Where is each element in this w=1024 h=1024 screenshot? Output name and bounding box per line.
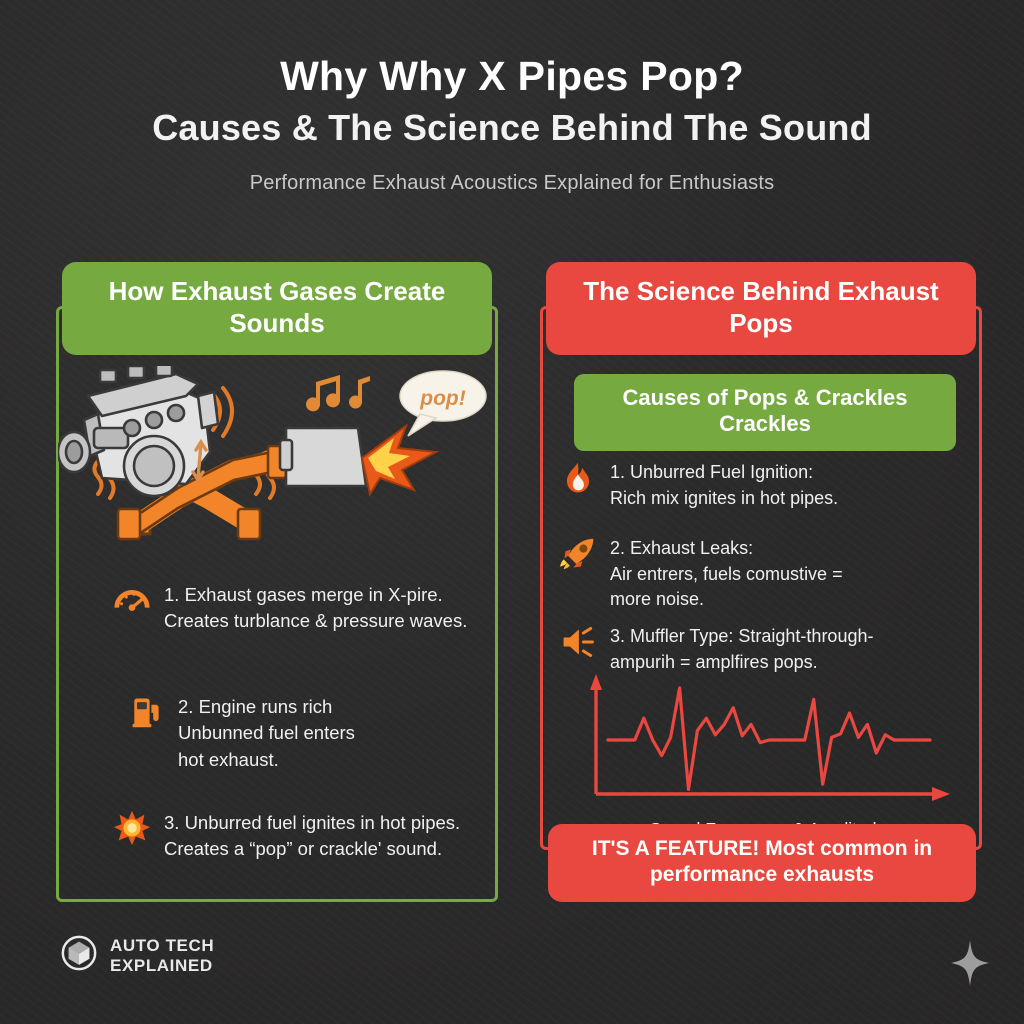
right-item-1-line1: 1. Unburred Fuel Ignition: xyxy=(610,462,814,482)
sound-waveform-chart: Sound Frequency & Amplitude xyxy=(578,670,958,840)
right-item-2-line1: 2. Exhaust Leaks: xyxy=(610,538,754,558)
x-pipe-outline xyxy=(140,450,274,534)
right-list-item-2-text: 2. Exhaust Leaks: Air entrers, fuels com… xyxy=(610,534,843,613)
left-panel: How Exhaust Gases Create Sounds xyxy=(56,262,498,902)
waveform-line xyxy=(606,686,932,792)
left-panel-header: How Exhaust Gases Create Sounds xyxy=(62,262,492,356)
feature-banner-rest: Most common in performance exhausts xyxy=(649,836,933,886)
page-title-line1: Why Why X Pipes Pop? xyxy=(280,53,744,99)
right-list-item-3-text: 3. Muffler Type: Straight-through- ampur… xyxy=(610,622,873,675)
left-list-item-2: 2. Engine runs rich Unbunned fuel enters… xyxy=(126,692,506,773)
cube-in-circle-icon xyxy=(60,934,98,977)
page-subtitle: Performance Exhaust Acoustics Explained … xyxy=(249,171,775,194)
left-item-1-line1: 1. Exhaust gases merge in X-pire. xyxy=(164,584,443,605)
brand-line1: AUTO TECH xyxy=(110,936,215,956)
right-panel-sub-header: Causes of Pops & Crackles Crackles xyxy=(574,374,956,451)
fire-icon xyxy=(558,458,598,498)
sparkle-icon xyxy=(950,940,990,986)
feature-banner: IT'S A FEATURE! Most common in performan… xyxy=(548,823,976,902)
y-axis-arrow xyxy=(590,674,602,690)
left-item-2-line3: hot exhaust. xyxy=(178,748,279,770)
pressure-arrow-icon xyxy=(191,438,208,484)
right-item-3-line2: ampurih = amplfires pops. xyxy=(610,651,818,672)
x-axis-arrow xyxy=(932,787,950,801)
right-list-item-3: 3. Muffler Type: Straight-through- ampur… xyxy=(558,622,963,675)
right-item-2-line2: Air entrers, fuels comustive = xyxy=(610,563,843,584)
speaker-icon xyxy=(558,622,598,662)
waveform-svg xyxy=(590,674,950,801)
muffler-shape xyxy=(278,426,368,488)
flame-burst-icon xyxy=(360,423,440,497)
left-list-item-1-text: 1. Exhaust gases merge in X-pire. Create… xyxy=(164,580,467,635)
right-panel-body: 1. Unburred Fuel Ignition: Rich mix igni… xyxy=(540,262,982,902)
right-list-item-1: 1. Unburred Fuel Ignition: Rich mix igni… xyxy=(558,458,958,511)
left-item-1-line2: Creates turblance & pressure waves. xyxy=(164,610,468,632)
left-panel-body: pop! 1. xyxy=(56,262,498,902)
engine-exhaust-illustration: pop! xyxy=(56,362,498,566)
music-note-icon xyxy=(306,375,370,412)
header-block: Why Why X Pipes Pop? Causes & The Scienc… xyxy=(0,52,1024,195)
left-item-2-line2: Unbunned fuel enters xyxy=(178,722,355,744)
chart-axes xyxy=(590,674,950,801)
left-list-item-3-text: 3. Unburred fuel ignites in hot pipes. C… xyxy=(164,808,460,863)
right-item-2-line3: more noise. xyxy=(610,589,705,610)
right-item-1-line2: Rich mix ignites in hot pipes. xyxy=(610,487,839,508)
rocket-icon xyxy=(558,534,598,574)
page-title-line2: Causes & The Science Behind The Sound xyxy=(152,107,872,149)
left-list-item-2-text: 2. Engine runs rich Unbunned fuel enters… xyxy=(178,692,355,773)
left-item-2-line1: 2. Engine runs rich xyxy=(178,696,333,717)
gauge-icon xyxy=(112,580,152,620)
right-item-3-line1: 3. Muffler Type: Straight-through- xyxy=(610,626,874,646)
feature-banner-lead: IT'S A FEATURE! xyxy=(591,836,760,860)
pop-speech-bubble: pop! xyxy=(399,370,487,437)
right-panel-header: The Science Behind Exhaust Pops xyxy=(546,262,976,356)
left-list-item-1: 1. Exhaust gases merge in X-pire. Create… xyxy=(112,580,502,635)
fuel-pump-icon xyxy=(126,692,166,732)
pop-bubble-text: pop! xyxy=(419,387,465,410)
left-item-3-line2: Creates a “pop” or crackle' sound. xyxy=(164,838,443,860)
right-list-item-1-text: 1. Unburred Fuel Ignition: Rich mix igni… xyxy=(610,458,838,511)
explosion-icon xyxy=(112,808,152,848)
right-panel: The Science Behind Exhaust Pops Causes o… xyxy=(540,262,982,902)
brand-line2: EXPLAINED xyxy=(110,955,213,975)
left-item-3-line1: 3. Unburred fuel ignites in hot pipes. xyxy=(164,812,461,833)
left-list-item-3: 3. Unburred fuel ignites in hot pipes. C… xyxy=(112,808,507,863)
right-list-item-2: 2. Exhaust Leaks: Air entrers, fuels com… xyxy=(558,534,958,613)
brand-logo-text: AUTO TECH EXPLAINED xyxy=(110,936,214,975)
engine-block-shape xyxy=(56,362,220,498)
brand-logo: AUTO TECH EXPLAINED xyxy=(60,934,214,977)
